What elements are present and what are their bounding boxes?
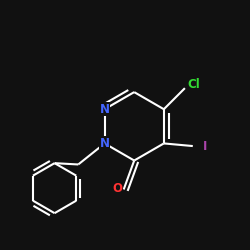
Text: N: N [100,103,110,116]
Text: N: N [100,137,110,150]
Text: O: O [112,182,122,195]
Text: I: I [202,140,207,152]
Text: Cl: Cl [188,78,200,91]
